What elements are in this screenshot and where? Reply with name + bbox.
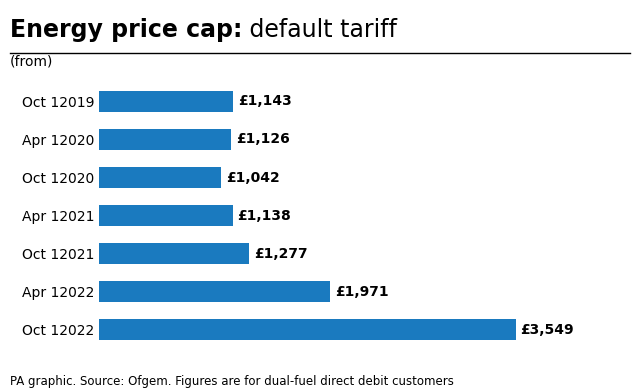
- Text: Energy price cap:: Energy price cap:: [10, 18, 242, 42]
- Text: £1,143: £1,143: [238, 94, 292, 108]
- Text: £1,138: £1,138: [237, 209, 291, 223]
- Text: £1,971: £1,971: [335, 285, 388, 299]
- Bar: [99, 243, 249, 264]
- Bar: [99, 205, 233, 226]
- Text: £1,042: £1,042: [226, 171, 280, 185]
- Bar: [99, 129, 231, 150]
- Bar: [99, 319, 516, 340]
- Text: £1,126: £1,126: [236, 132, 290, 147]
- Text: (from): (from): [10, 55, 53, 69]
- Text: £3,549: £3,549: [520, 323, 574, 337]
- Bar: [99, 281, 330, 302]
- Text: default tariff: default tariff: [242, 18, 397, 42]
- Text: £1,277: £1,277: [253, 247, 307, 261]
- Bar: [99, 167, 221, 188]
- Bar: [99, 91, 234, 112]
- Text: PA graphic. Source: Ofgem. Figures are for dual-fuel direct debit customers: PA graphic. Source: Ofgem. Figures are f…: [10, 375, 454, 388]
